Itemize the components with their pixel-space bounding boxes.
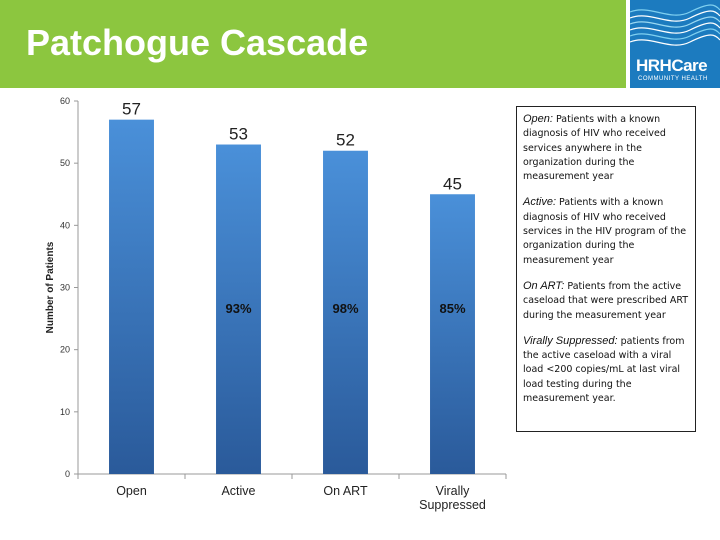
- definition-text: patients from the active caseload with a…: [523, 335, 685, 405]
- bar-percent-label: 85%: [439, 301, 465, 316]
- bar-value-label: 52: [336, 131, 355, 150]
- y-tick-label: 50: [60, 158, 70, 168]
- bar-value-label: 45: [443, 174, 462, 193]
- definition-term: Open:: [523, 113, 553, 125]
- logo-wave-icon: [630, 4, 720, 46]
- definitions-box: Open: Patients with a known diagnosis of…: [516, 106, 696, 432]
- y-tick-label: 30: [60, 283, 70, 293]
- y-tick-label: 60: [60, 96, 70, 106]
- x-category-label: Active: [221, 484, 255, 498]
- y-tick-label: 40: [60, 220, 70, 230]
- x-category-label: Suppressed: [419, 498, 486, 512]
- bar-value-label: 53: [229, 125, 248, 144]
- logo-subtitle: COMMUNITY HEALTH: [638, 76, 708, 82]
- slide-title: Patchogue Cascade: [26, 22, 369, 63]
- bar-percent-label: 93%: [225, 301, 251, 316]
- bar-value-label: 57: [122, 100, 141, 119]
- x-category-label: On ART: [323, 484, 368, 498]
- bar-percent-label: 98%: [332, 301, 358, 316]
- definition-virally-suppressed: Virally Suppressed: patients from the ac…: [523, 334, 690, 406]
- definition-text: Patients with a known diagnosis of HIV w…: [523, 197, 687, 266]
- hrhcare-logo: HRHCare COMMUNITY HEALTH: [630, 0, 720, 88]
- title-bar: Patchogue Cascade: [0, 0, 626, 88]
- definition-term: Virally Suppressed:: [523, 334, 618, 347]
- definition-on-art: On ART: Patients from the active caseloa…: [523, 279, 690, 323]
- definition-text: Patients with a known diagnosis of HIV w…: [523, 114, 666, 183]
- definition-active: Active: Patients with a known diagnosis …: [523, 195, 690, 267]
- definition-term: Active:: [523, 196, 557, 209]
- bar-chart: 0 10 20 30 40 50 60 Number of Patients 57 Open 53 9…: [45, 96, 507, 512]
- x-category-label: Virally: [436, 484, 471, 498]
- y-tick-label: 0: [65, 469, 70, 479]
- bar: [430, 194, 475, 474]
- definition-term: On ART:: [523, 279, 565, 292]
- bar: [109, 119, 154, 475]
- y-tick-label: 20: [60, 345, 70, 355]
- definition-open: Open: Patients with a known diagnosis of…: [523, 112, 690, 184]
- y-axis-label: Number of Patients: [45, 241, 56, 333]
- bar: [216, 144, 261, 474]
- x-category-label: Open: [116, 484, 147, 498]
- y-tick-label: 10: [60, 407, 70, 417]
- bar: [323, 150, 368, 474]
- definition-text: Patients from the active caseload that w…: [523, 280, 689, 321]
- logo-name: HRHCare: [636, 56, 708, 75]
